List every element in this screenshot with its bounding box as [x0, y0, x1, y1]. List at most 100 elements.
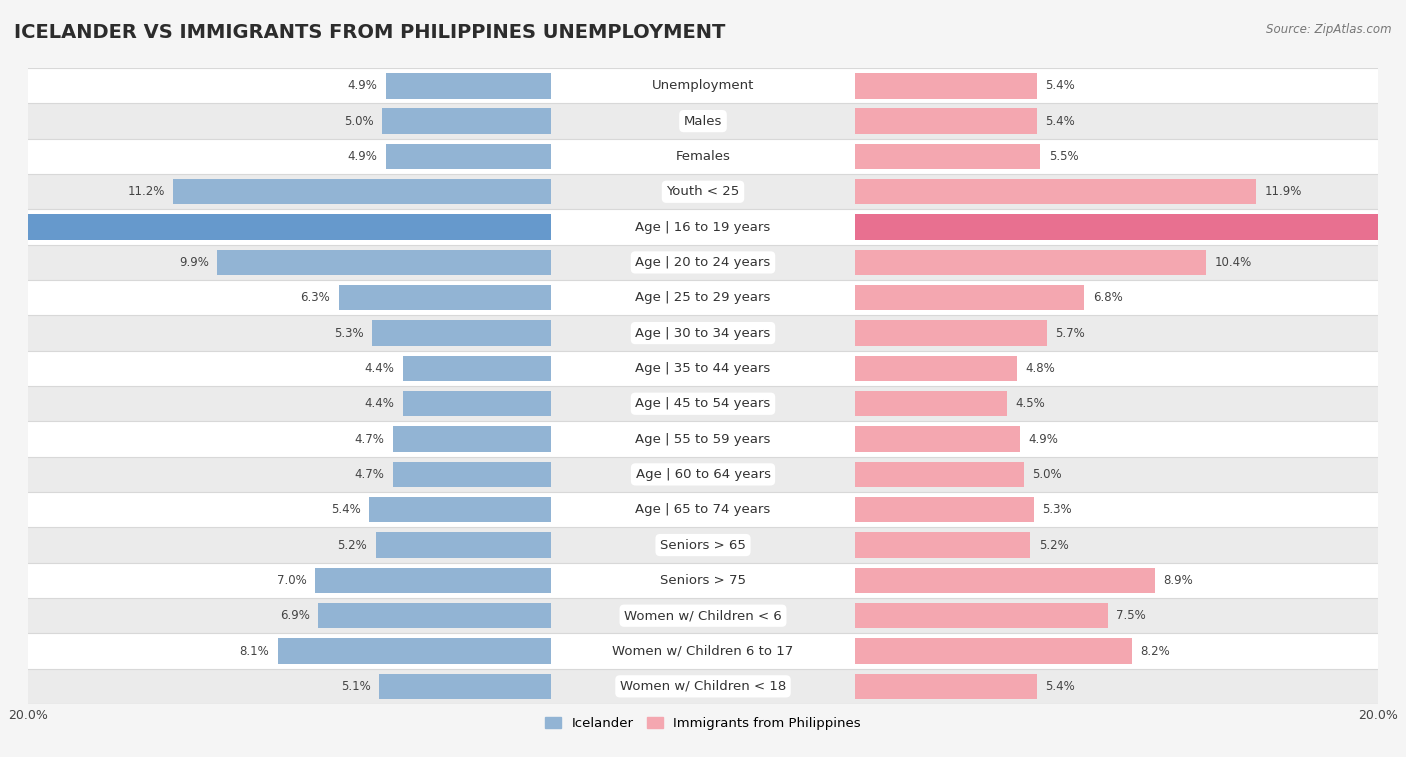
Bar [855, 179, 1257, 204]
Bar [392, 426, 551, 452]
Text: 5.4%: 5.4% [330, 503, 360, 516]
Text: 4.5%: 4.5% [1015, 397, 1045, 410]
Text: 7.5%: 7.5% [1116, 609, 1146, 622]
Bar [368, 497, 551, 522]
Bar [855, 638, 1132, 664]
Text: 6.3%: 6.3% [301, 291, 330, 304]
Text: Age | 20 to 24 years: Age | 20 to 24 years [636, 256, 770, 269]
Bar [28, 562, 1378, 598]
Text: 8.1%: 8.1% [239, 644, 270, 658]
Bar [402, 356, 551, 381]
Text: 6.9%: 6.9% [280, 609, 309, 622]
Text: 5.1%: 5.1% [340, 680, 371, 693]
Bar [28, 210, 1378, 245]
Text: 5.5%: 5.5% [1049, 150, 1078, 163]
Bar [28, 280, 1378, 316]
Text: Age | 45 to 54 years: Age | 45 to 54 years [636, 397, 770, 410]
Bar [28, 68, 1378, 104]
Bar [28, 422, 1378, 456]
Bar [28, 668, 1378, 704]
Bar [855, 603, 1108, 628]
Text: 4.7%: 4.7% [354, 432, 384, 446]
Text: Age | 60 to 64 years: Age | 60 to 64 years [636, 468, 770, 481]
Bar [28, 350, 1378, 386]
Text: Women w/ Children < 6: Women w/ Children < 6 [624, 609, 782, 622]
Bar [28, 174, 1378, 210]
Text: 6.8%: 6.8% [1092, 291, 1122, 304]
Text: ICELANDER VS IMMIGRANTS FROM PHILIPPINES UNEMPLOYMENT: ICELANDER VS IMMIGRANTS FROM PHILIPPINES… [14, 23, 725, 42]
Bar [315, 568, 551, 593]
Bar [28, 104, 1378, 139]
Text: 4.8%: 4.8% [1025, 362, 1054, 375]
Text: 9.9%: 9.9% [179, 256, 208, 269]
Bar [402, 391, 551, 416]
Text: 4.9%: 4.9% [347, 150, 377, 163]
Bar [28, 634, 1378, 668]
Text: 5.4%: 5.4% [1046, 114, 1076, 128]
Bar [217, 250, 551, 275]
Text: 5.3%: 5.3% [1042, 503, 1071, 516]
Text: Age | 25 to 29 years: Age | 25 to 29 years [636, 291, 770, 304]
Text: Age | 35 to 44 years: Age | 35 to 44 years [636, 362, 770, 375]
Bar [28, 245, 1378, 280]
Bar [278, 638, 551, 664]
Bar [318, 603, 551, 628]
Bar [373, 320, 551, 346]
Text: Seniors > 75: Seniors > 75 [659, 574, 747, 587]
Text: 5.2%: 5.2% [1039, 538, 1069, 552]
Text: 8.2%: 8.2% [1140, 644, 1170, 658]
Bar [385, 73, 551, 98]
Bar [28, 528, 1378, 562]
Bar [28, 386, 1378, 422]
Bar [855, 73, 1038, 98]
Bar [855, 356, 1017, 381]
Bar [173, 179, 551, 204]
Text: 11.2%: 11.2% [128, 185, 165, 198]
Text: Age | 16 to 19 years: Age | 16 to 19 years [636, 220, 770, 234]
Text: Females: Females [675, 150, 731, 163]
Text: Males: Males [683, 114, 723, 128]
Bar [28, 598, 1378, 634]
Bar [375, 532, 551, 558]
Text: 5.0%: 5.0% [344, 114, 374, 128]
Bar [855, 144, 1040, 169]
Text: 7.0%: 7.0% [277, 574, 307, 587]
Text: 4.4%: 4.4% [364, 362, 394, 375]
Text: Women w/ Children < 18: Women w/ Children < 18 [620, 680, 786, 693]
Bar [385, 144, 551, 169]
Bar [28, 456, 1378, 492]
Text: Unemployment: Unemployment [652, 79, 754, 92]
Bar [855, 250, 1206, 275]
Bar [28, 316, 1378, 350]
Bar [855, 108, 1038, 134]
Text: 5.3%: 5.3% [335, 326, 364, 340]
Text: 10.4%: 10.4% [1215, 256, 1251, 269]
Text: Age | 55 to 59 years: Age | 55 to 59 years [636, 432, 770, 446]
Bar [855, 568, 1156, 593]
Bar [855, 426, 1021, 452]
Text: 5.4%: 5.4% [1046, 680, 1076, 693]
Text: Age | 65 to 74 years: Age | 65 to 74 years [636, 503, 770, 516]
Bar [855, 320, 1047, 346]
Bar [855, 532, 1031, 558]
Bar [380, 674, 551, 699]
Text: 4.4%: 4.4% [364, 397, 394, 410]
Text: 8.9%: 8.9% [1164, 574, 1194, 587]
Bar [392, 462, 551, 487]
Bar [855, 497, 1033, 522]
Text: 5.4%: 5.4% [1046, 79, 1076, 92]
Bar [855, 285, 1084, 310]
Bar [855, 674, 1038, 699]
Bar [855, 391, 1007, 416]
Text: 4.7%: 4.7% [354, 468, 384, 481]
Text: 5.0%: 5.0% [1032, 468, 1062, 481]
Text: 4.9%: 4.9% [1029, 432, 1059, 446]
Bar [339, 285, 551, 310]
Text: 4.9%: 4.9% [347, 79, 377, 92]
Text: Source: ZipAtlas.com: Source: ZipAtlas.com [1267, 23, 1392, 36]
Text: 5.2%: 5.2% [337, 538, 367, 552]
Text: Age | 30 to 34 years: Age | 30 to 34 years [636, 326, 770, 340]
Bar [855, 214, 1406, 240]
Bar [28, 492, 1378, 528]
Text: 5.7%: 5.7% [1056, 326, 1085, 340]
